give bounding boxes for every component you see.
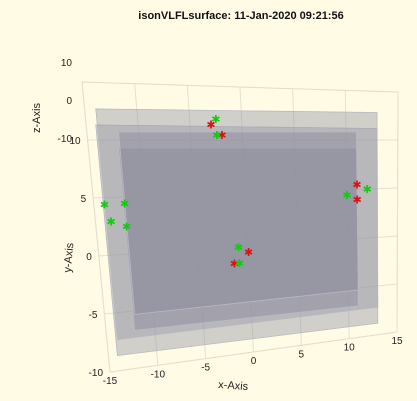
z-axis-label: z-Axis <box>31 103 43 133</box>
data-point: ✱ <box>217 129 226 142</box>
y-grid-line <box>98 235 398 257</box>
x-tick-label: 0 <box>251 356 257 367</box>
x-grid-line <box>292 88 302 346</box>
data-point: ✱ <box>353 193 362 206</box>
data-point: ✱ <box>363 183 372 196</box>
x-grid-line <box>134 83 159 366</box>
x-tick-label: -5 <box>201 363 210 374</box>
x-grid-line <box>239 86 254 353</box>
data-point: ✱ <box>106 215 115 228</box>
z-tick-label: -10 <box>58 134 73 145</box>
data-point: ✱ <box>211 113 220 126</box>
data-point: ✱ <box>206 118 215 131</box>
data-point: ✱ <box>342 189 351 202</box>
y-tick-label: -10 <box>89 368 104 379</box>
data-point: ✱ <box>352 179 361 192</box>
x-axis-label: x-Axis <box>218 379 249 393</box>
x-tick-label: 5 <box>299 349 305 360</box>
y-tick-label: 10 <box>69 136 81 147</box>
x-grid-line <box>186 85 207 359</box>
data-point: ✱ <box>100 198 109 211</box>
x-tick-label: 15 <box>391 336 403 347</box>
y-grid-line <box>93 187 398 199</box>
y-grid-line <box>104 283 398 315</box>
chart-title: isonVLFLsurface: 11-Jan-2020 09:21:56 <box>138 10 343 22</box>
y-grid-line <box>109 331 398 373</box>
data-points: ✱✱✱✱✱✱✱✱✱✱✱✱✱✱✱✱ <box>100 113 372 271</box>
x-tick-label: 10 <box>344 343 356 354</box>
y-tick-label: -5 <box>88 310 97 321</box>
data-point: ✱ <box>122 220 131 233</box>
z-tick-label: 0 <box>66 96 72 107</box>
data-point: ✱ <box>244 246 253 259</box>
inner-box-top <box>118 131 359 315</box>
data-point: ✱ <box>230 258 239 271</box>
data-point: ✱ <box>235 257 244 270</box>
y-tick-label: 0 <box>86 252 92 263</box>
outer-box-top <box>95 108 379 341</box>
data-point: ✱ <box>234 241 243 254</box>
x-grid-line <box>396 91 399 333</box>
data-point: ✱ <box>212 129 221 142</box>
y-tick-label: 5 <box>81 194 87 205</box>
x-grid-line <box>81 81 111 373</box>
x-tick-label: -15 <box>103 376 118 387</box>
y-axis-label: y-Axis <box>62 242 77 273</box>
box-surfaces <box>95 108 379 357</box>
grid-lines <box>81 81 399 373</box>
data-point: ✱ <box>120 198 129 211</box>
z-tick-label: 10 <box>61 58 73 69</box>
x-tick-label: -10 <box>151 369 166 380</box>
